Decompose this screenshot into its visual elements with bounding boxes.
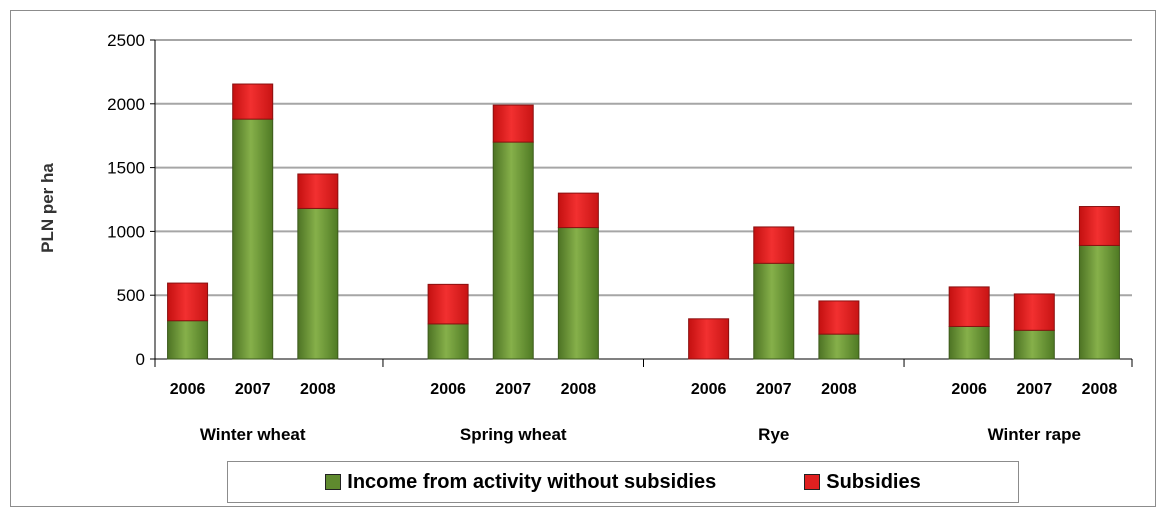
bar-subsidies <box>1078 206 1120 246</box>
bar-subsidies <box>688 318 730 360</box>
bar-income <box>492 141 534 360</box>
bar-subsidies <box>818 300 860 335</box>
bar-subsidies <box>297 173 339 209</box>
x-group-label: Spring wheat <box>460 425 567 444</box>
y-tick-label: 500 <box>117 286 145 305</box>
bar-income <box>753 262 795 360</box>
legend-label-subsidies: Subsidies <box>826 470 921 493</box>
bar-subsidies <box>753 226 795 264</box>
bar-subsidies <box>948 286 990 327</box>
x-category-label: 2008 <box>821 381 857 398</box>
x-category-label: 2008 <box>561 381 597 398</box>
x-category-label: 2006 <box>691 381 727 398</box>
x-category-label: 2006 <box>951 381 987 398</box>
x-group-label: Rye <box>758 425 789 444</box>
y-tick-label: 1000 <box>107 222 145 241</box>
x-category-label: 2008 <box>300 381 336 398</box>
bar-income <box>1013 329 1055 360</box>
x-group-label: Winter wheat <box>200 425 306 444</box>
x-category-label: 2007 <box>756 381 792 398</box>
legend-item-income: Income from activity without subsidies <box>325 471 716 494</box>
axis-labels: 0 500 1000 1500 2000 2500 2006 2007 2008 Winter w… <box>107 31 1117 444</box>
legend-swatch-income <box>325 474 342 490</box>
x-group-label: Winter rape <box>988 425 1081 444</box>
legend-item-subsidies: Subsidies <box>804 470 921 494</box>
bar-subsidies <box>232 83 274 120</box>
bar-income <box>557 227 599 360</box>
bar-subsidies <box>557 192 599 229</box>
bar-income <box>167 320 209 360</box>
legend: Income from activity without subsidies S… <box>227 461 1019 503</box>
legend-swatch-subsidies <box>804 474 821 490</box>
bar-income <box>818 333 860 360</box>
y-tick-label: 0 <box>136 350 145 369</box>
y-tick-label: 2000 <box>107 95 145 114</box>
bars <box>167 83 1120 360</box>
bar-subsidies <box>492 104 534 143</box>
y-tick-label: 2500 <box>107 31 145 50</box>
bar-subsidies <box>1013 293 1055 331</box>
x-category-label: 2006 <box>170 381 206 398</box>
bar-income <box>232 118 274 360</box>
x-category-label: 2006 <box>430 381 466 398</box>
x-category-label: 2007 <box>235 381 271 398</box>
bar-income <box>1078 244 1120 360</box>
y-tick-label: 1500 <box>107 159 145 178</box>
bar-income <box>427 323 469 360</box>
y-axis-title: PLN per ha <box>38 163 57 253</box>
legend-label-income: Income from activity without subsidies <box>347 470 717 493</box>
bar-income <box>948 325 990 360</box>
bar-income <box>297 207 339 360</box>
bar-subsidies <box>427 283 469 325</box>
x-category-label: 2007 <box>1017 381 1053 398</box>
x-category-label: 2007 <box>495 381 531 398</box>
bar-subsidies <box>167 282 209 322</box>
x-category-label: 2008 <box>1082 381 1118 398</box>
